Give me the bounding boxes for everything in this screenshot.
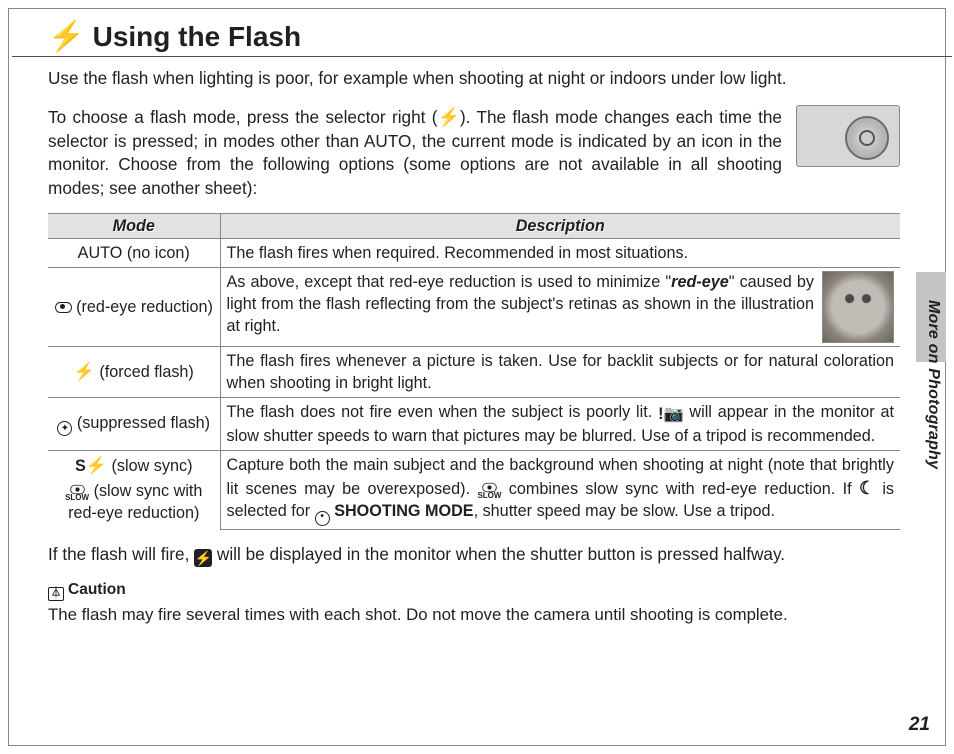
table-row: (suppressed flash) The flash does not fi… [48,397,900,450]
night-mode-icon: ☾ [859,476,875,500]
caution-heading: Caution [48,581,900,601]
caution-label: Caution [68,581,126,598]
col-mode-header: Mode [48,213,220,238]
mode-forced: ⚡ (forced flash) [48,346,220,397]
slow-eye-icon: SLOW [65,484,89,501]
table-row: (red-eye reduction) As above, except tha… [48,267,900,346]
caution-icon [48,587,64,601]
mode-suppressed: (suppressed flash) [48,397,220,450]
flash-icon: ⚡ [437,105,459,130]
after-a: If the flash will fire, [48,544,194,564]
page-content: ⚡ Using the Flash Use the flash when lig… [48,20,900,627]
para2-a: To choose a flash mode, press the select… [48,107,437,127]
table-row: ⚡ (forced flash) The flash fires wheneve… [48,346,900,397]
mode-forced-label: (forced flash) [95,363,194,381]
desc-forced: The flash fires whenever a picture is ta… [220,346,900,397]
slow-eye-icon: SLOW [477,482,501,499]
desc-redeye-a: As above, except that red-eye reduction … [227,273,672,291]
table-row: S⚡ (slow sync) SLOW (slow sync with red-… [48,451,900,530]
desc-suppressed-a: The flash does not fire even when the su… [227,403,659,421]
mode-slowsync: S⚡ (slow sync) SLOW (slow sync with red-… [48,451,220,530]
desc-slow-b: combines slow sync with red-eye reductio… [501,480,859,498]
desc-auto: The flash fires when required. Recommend… [220,238,900,267]
halfway-note: If the flash will fire, ⚡ will be displa… [48,542,900,567]
col-desc-header: Description [220,213,900,238]
instruction-block: To choose a flash mode, press the select… [48,105,900,201]
flash-modes-table: Mode Description AUTO (no icon) The flas… [48,213,900,530]
instruction-paragraph: To choose a flash mode, press the select… [48,105,782,201]
table-header-row: Mode Description [48,213,900,238]
eye-icon [55,302,72,313]
shooting-mode-label: SHOOTING MODE [334,502,473,520]
table-row: AUTO (no icon) The flash fires when requ… [48,238,900,267]
face-illustration [822,271,894,343]
suppressed-flash-icon [57,421,72,436]
after-b: will be displayed in the monitor when th… [212,544,785,564]
flash-icon: ⚡ [74,360,95,383]
section-side-label: More on Photography [924,300,942,469]
mode-suppressed-label: (suppressed flash) [72,414,210,432]
title-text: Using the Flash [93,21,301,53]
desc-suppressed: The flash does not fire even when the su… [220,397,900,450]
mode-auto: AUTO (no icon) [48,238,220,267]
title-rule [12,56,952,57]
desc-slow-e: , shutter speed may be slow. Use a tripo… [474,502,775,520]
page-title: ⚡ Using the Flash [48,20,900,54]
page-number: 21 [909,714,930,736]
flash-icon: ⚡ [86,454,107,477]
flash-icon: ⚡ [48,20,85,54]
mode-redeye: (red-eye reduction) [48,267,220,346]
intro-paragraph: Use the flash when lighting is poor, for… [48,67,900,91]
mode-slowsync-label: (slow sync) [107,457,192,475]
caution-body: The flash may fire several times with ea… [48,603,900,627]
desc-redeye: As above, except that red-eye reduction … [220,267,900,346]
shake-warning-icon: !📷 [658,403,684,425]
gear-icon [315,511,330,526]
s-letter: S [75,457,86,475]
desc-slowsync: Capture both the main subject and the ba… [220,451,900,530]
mode-redeye-label: (red-eye reduction) [72,298,213,316]
red-eye-term: red-eye [671,273,729,291]
selector-illustration [796,105,900,167]
flash-badge-icon: ⚡ [194,549,212,567]
